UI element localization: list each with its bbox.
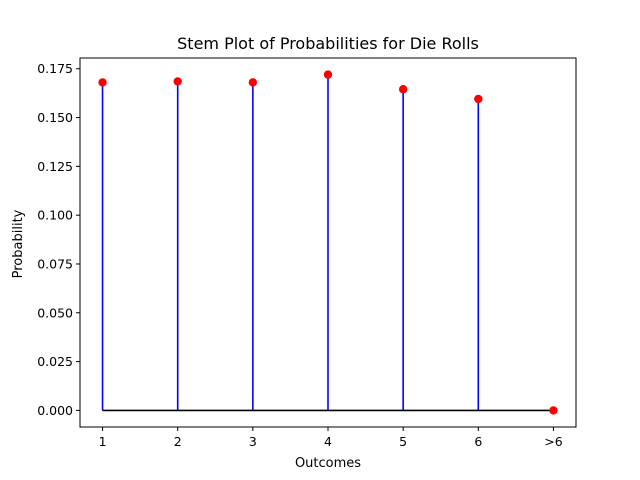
y-tick-label: 0.075 bbox=[37, 256, 73, 271]
x-tick-label: 1 bbox=[99, 434, 107, 449]
stem-marker bbox=[474, 94, 483, 104]
x-tick-label: 6 bbox=[474, 434, 482, 449]
x-tick-label: 4 bbox=[324, 434, 332, 449]
x-tick-label: 2 bbox=[174, 434, 182, 449]
y-tick-label: 0.150 bbox=[37, 110, 73, 125]
y-tick-label: 0.175 bbox=[37, 61, 73, 76]
chart-title: Stem Plot of Probabilities for Die Rolls bbox=[177, 34, 479, 53]
plot-area: 0.000 0.025 0.050 0.075 0.100 0.125 0.150 0.175… bbox=[37, 61, 563, 449]
axes-frame bbox=[79, 57, 577, 428]
stem-marker bbox=[173, 77, 182, 86]
stem-marker bbox=[398, 85, 408, 94]
stem-marker bbox=[549, 406, 558, 415]
y-axis-label: Probability bbox=[11, 209, 26, 278]
y-tick-label: 0.125 bbox=[37, 159, 73, 174]
y-tick-label: 0.100 bbox=[37, 208, 73, 223]
stem-marker bbox=[98, 78, 107, 87]
x-axis-label: Outcomes bbox=[295, 456, 361, 471]
x-tick-label: 5 bbox=[399, 434, 407, 449]
x-tick-label: 3 bbox=[249, 434, 257, 449]
stem-marker bbox=[248, 78, 258, 87]
stem-marker bbox=[323, 70, 333, 79]
y-tick-label: 0.050 bbox=[37, 305, 73, 320]
y-tick-label: 0.000 bbox=[37, 403, 73, 418]
x-tick-label: >6 bbox=[544, 434, 562, 449]
y-tick-label: 0.025 bbox=[37, 354, 73, 369]
